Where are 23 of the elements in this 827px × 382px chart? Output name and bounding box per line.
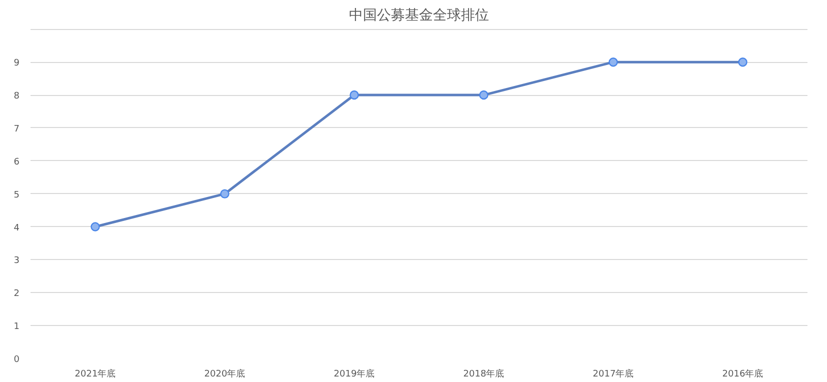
y-tick-label: 7	[14, 124, 20, 134]
y-tick-label: 5	[14, 190, 20, 200]
point	[350, 90, 359, 100]
point	[90, 222, 100, 232]
x-tick-label: 2017年底	[592, 368, 634, 380]
point	[220, 189, 230, 198]
x-tick-label: 2016年底	[722, 368, 764, 380]
point	[738, 58, 748, 67]
y-tick-label: 1	[14, 322, 20, 332]
x-tick-label: 2018年底	[463, 368, 504, 380]
y-tick-label: 4	[14, 223, 20, 234]
y-tick-label: 3	[14, 256, 20, 266]
y-tick-label: 9	[14, 58, 20, 69]
x-tick-label: 2019年底	[334, 368, 375, 380]
y-tick-label: 6	[14, 157, 20, 168]
point	[479, 90, 488, 100]
x-tick-label: 2020年底	[204, 368, 246, 380]
y-tick-label: 8	[14, 92, 20, 102]
chart-title: 中国公募基金全球排位	[349, 8, 489, 24]
x-tick-label: 2021年底	[74, 368, 116, 380]
y-tick-label: 2	[14, 289, 20, 300]
y-tick-label: 0	[14, 355, 20, 365]
point	[608, 58, 618, 67]
